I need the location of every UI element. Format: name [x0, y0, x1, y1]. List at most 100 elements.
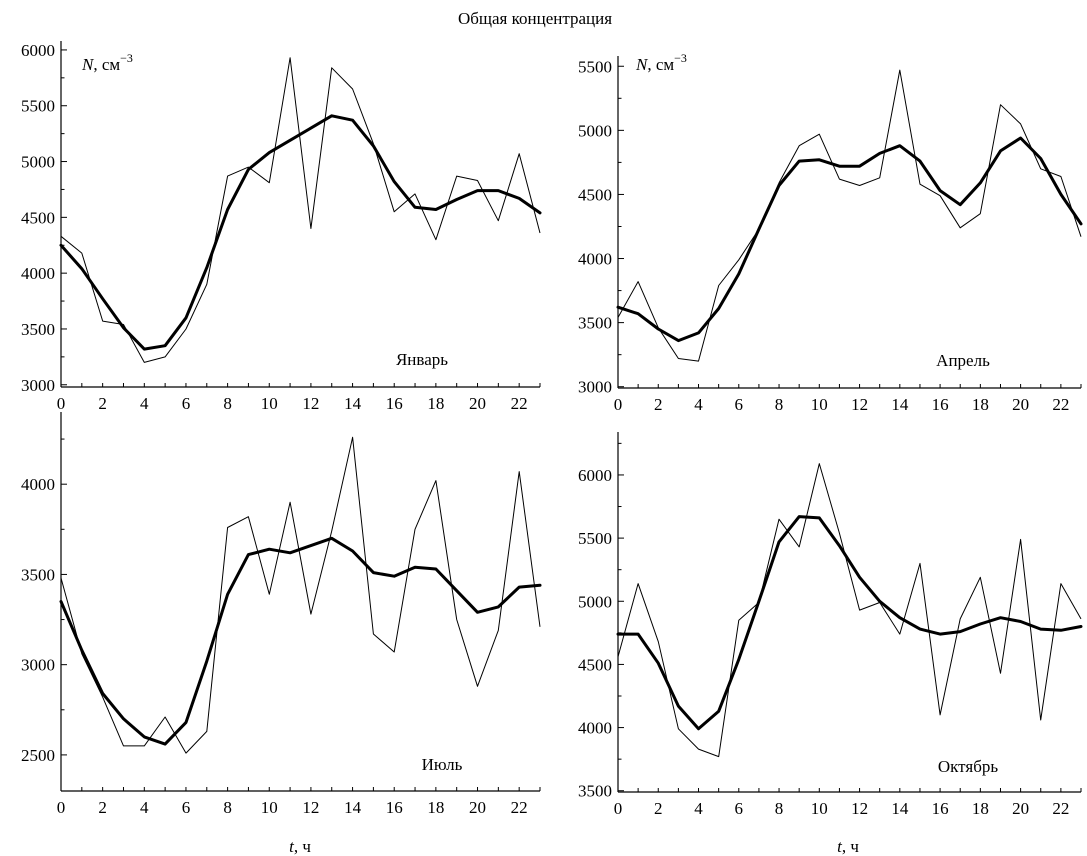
x-tick-label: 20	[469, 798, 486, 817]
x-tick-label: 12	[302, 394, 319, 413]
panel-label: Январь	[396, 350, 448, 369]
series-line-smoothed	[59, 536, 542, 746]
x-tick-label: 18	[427, 798, 444, 817]
y-tick-label: 4500	[578, 655, 612, 674]
y-tick-label: 3000	[578, 378, 612, 397]
x-axis-label-var: t	[837, 837, 843, 856]
x-tick-label: 16	[932, 799, 949, 818]
y-axis-label-sup: −3	[120, 51, 133, 65]
x-tick-label: 12	[851, 799, 868, 818]
y-tick-label: 3000	[21, 376, 55, 395]
x-tick-label: 14	[344, 394, 362, 413]
y-tick-label: 4000	[578, 250, 612, 269]
x-tick-label: 22	[1052, 395, 1069, 414]
x-tick-label: 22	[511, 798, 528, 817]
x-tick-label: 14	[891, 395, 909, 414]
panel-label: Апрель	[936, 351, 990, 370]
x-tick-label: 18	[972, 395, 989, 414]
y-axis-label-sup: −3	[674, 51, 687, 65]
y-tick-label: 4000	[578, 719, 612, 738]
x-axis-label-unit: , ч	[294, 837, 312, 856]
x-axis-label: t, ч	[837, 837, 859, 856]
x-tick-label: 10	[261, 798, 278, 817]
x-tick-label: 2	[98, 798, 107, 817]
y-tick-label: 6000	[578, 466, 612, 485]
y-tick-label: 5500	[578, 529, 612, 548]
series-line-raw	[60, 436, 541, 754]
x-tick-label: 0	[614, 395, 623, 414]
x-axis-label-unit: , ч	[842, 837, 860, 856]
y-tick-label: 3500	[578, 314, 612, 333]
x-tick-label: 6	[735, 395, 744, 414]
x-tick-label: 8	[775, 799, 784, 818]
x-tick-label: 6	[182, 798, 191, 817]
x-tick-label: 12	[302, 798, 319, 817]
y-axis-label-var: N	[81, 55, 95, 74]
panel-0: 0 2 4 6 8 10 12 14 16 18 20 22 3000 3500 4000 4500 5000 5…	[21, 41, 542, 413]
y-tick-label: 4000	[21, 264, 55, 283]
x-tick-label: 4	[694, 799, 703, 818]
x-tick-label: 20	[469, 394, 486, 413]
x-axis-label-var: t	[289, 837, 295, 856]
x-tick-label: 18	[972, 799, 989, 818]
y-tick-label: 3500	[21, 565, 55, 584]
x-tick-label: 6	[182, 394, 191, 413]
panel-2: 0 2 4 6 8 10 12 14 16 18 20 22 2500 3000 3500 4000 Июль t…	[21, 412, 542, 856]
y-tick-label: 4000	[21, 475, 55, 494]
y-tick-label: 3000	[21, 656, 55, 675]
panel-1: 0 2 4 6 8 10 12 14 16 18 20 22 3000 3500 4000 4500 5000 5…	[578, 51, 1083, 414]
figure-title: Общая концентрация	[458, 9, 612, 28]
y-axis-label: N, см−3	[635, 51, 687, 74]
x-tick-label: 2	[654, 799, 663, 818]
x-tick-label: 2	[98, 394, 107, 413]
x-tick-label: 14	[344, 798, 362, 817]
panel-3: 0 2 4 6 8 10 12 14 16 18 20 22 3500 4000 4500 5000 5500 6…	[578, 432, 1083, 856]
x-axis-label: t, ч	[289, 837, 311, 856]
x-tick-label: 18	[427, 394, 444, 413]
x-tick-label: 20	[1012, 395, 1029, 414]
series-line-smoothed	[616, 136, 1083, 343]
x-tick-label: 2	[654, 395, 663, 414]
y-tick-label: 3500	[578, 782, 612, 801]
y-tick-label: 6000	[21, 41, 55, 60]
y-tick-label: 4500	[578, 185, 612, 204]
x-tick-label: 16	[932, 395, 949, 414]
x-tick-label: 12	[851, 395, 868, 414]
panel-label: Октябрь	[938, 757, 998, 776]
y-tick-label: 3500	[21, 320, 55, 339]
y-tick-label: 5000	[578, 592, 612, 611]
y-tick-label: 5000	[578, 121, 612, 140]
y-tick-label: 5000	[21, 153, 55, 172]
x-tick-label: 22	[511, 394, 528, 413]
x-tick-label: 10	[811, 799, 828, 818]
y-axis-label-unit: , см	[93, 55, 120, 74]
x-tick-label: 0	[57, 798, 66, 817]
x-tick-label: 4	[140, 394, 149, 413]
panel-label: Июль	[422, 755, 463, 774]
x-tick-label: 4	[140, 798, 149, 817]
y-axis-label: N, см−3	[81, 51, 133, 74]
y-tick-label: 2500	[21, 746, 55, 765]
y-axis-label-unit: , см	[647, 55, 674, 74]
x-tick-label: 10	[811, 395, 828, 414]
series-line-smoothed	[59, 114, 542, 351]
y-tick-label: 5500	[578, 57, 612, 76]
x-tick-label: 8	[775, 395, 784, 414]
x-tick-label: 8	[223, 394, 232, 413]
y-axis-label-var: N	[635, 55, 649, 74]
x-tick-label: 8	[223, 798, 232, 817]
x-tick-label: 16	[386, 394, 403, 413]
series-line-smoothed	[616, 515, 1083, 731]
series-line-raw	[617, 463, 1082, 758]
x-tick-label: 16	[386, 798, 403, 817]
series-line-raw	[617, 69, 1082, 362]
series-line-raw	[60, 57, 541, 363]
x-tick-label: 4	[694, 395, 703, 414]
y-tick-label: 4500	[21, 208, 55, 227]
x-tick-label: 14	[891, 799, 909, 818]
x-tick-label: 0	[57, 394, 66, 413]
y-tick-label: 5500	[21, 97, 55, 116]
x-tick-label: 0	[614, 799, 623, 818]
x-tick-label: 6	[735, 799, 744, 818]
